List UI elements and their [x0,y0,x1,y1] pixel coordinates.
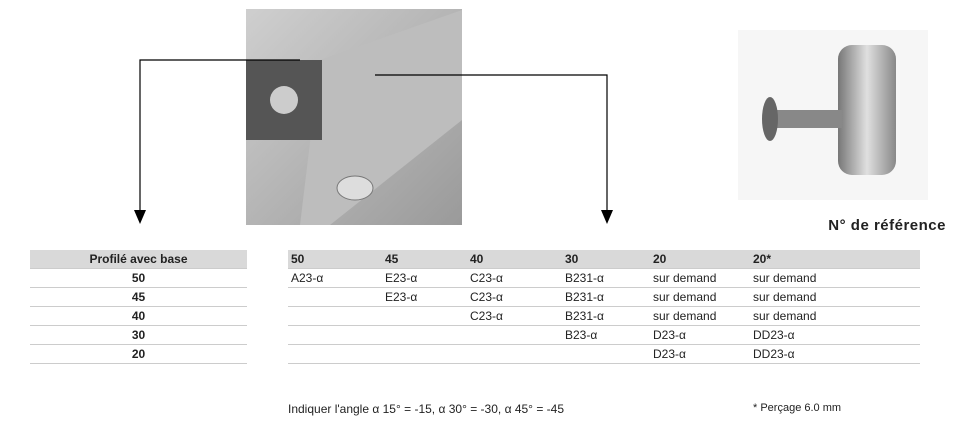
table-row: C23-α B231-α sur demand sur demand [288,307,920,326]
heading: N° de référence [828,217,946,234]
table-row: E23-α C23-α B231-α sur demand sur demand [288,288,920,307]
table-cell: sur demand [753,290,817,304]
table-cell: C23-α [470,309,503,323]
table-cell: 50 [30,269,247,288]
table-cell: sur demand [753,271,817,285]
table-cell: 20 [30,345,247,364]
column-header: 50 [291,252,305,266]
table-row: B23-α D23-α DD23-α [288,326,920,345]
connector-bolt [770,110,842,128]
table-header: Profilé avec base [30,250,247,269]
profile [300,10,462,225]
table-cell: DD23-α [753,347,795,361]
illustration [134,9,896,225]
arrow-head [134,210,146,224]
table-cell: 30 [30,326,247,345]
table-row: A23-α E23-α C23-α B231-α sur demand sur deman… [288,269,920,288]
column-header: 20* [753,252,772,266]
table-cell: C23-α [470,290,503,304]
table-cell: A23-α [291,271,324,285]
table-cell: sur demand [653,309,717,323]
note: Indiquer l'angle α 15° = -15, α 30° = -3… [288,402,564,416]
column-header: 30 [565,252,579,266]
column-header: 20 [653,252,667,266]
arrows [139,59,608,212]
note: * Perçage 6.0 mm [753,402,842,414]
table-cell: E23-α [385,271,418,285]
table-cell: 45 [30,288,247,307]
table-cell: D23-α [653,328,686,342]
table-header-row: 50 45 40 30 20 20* [288,250,920,269]
table-cell: B231-α [565,290,604,304]
column-header: 40 [470,252,484,266]
table-cell: 40 [30,307,247,326]
table-row: D23-α DD23-α [288,345,920,364]
arrow-head [601,210,613,224]
table-cell: sur demand [653,290,717,304]
table-cell: E23-α [385,290,418,304]
table-cell: sur demand [653,271,717,285]
column-header: 45 [385,252,399,266]
table-cell: B231-α [565,271,604,285]
table-cell: D23-α [653,347,686,361]
profile-hole [270,86,298,114]
table-cell: C23-α [470,271,503,285]
table-cell: DD23-α [753,328,795,342]
table-cell: B231-α [565,309,604,323]
connector [336,175,374,201]
connector-head [762,97,778,141]
table-cell: B23-α [565,328,598,342]
table-cell: sur demand [753,309,817,323]
connector [838,45,896,175]
